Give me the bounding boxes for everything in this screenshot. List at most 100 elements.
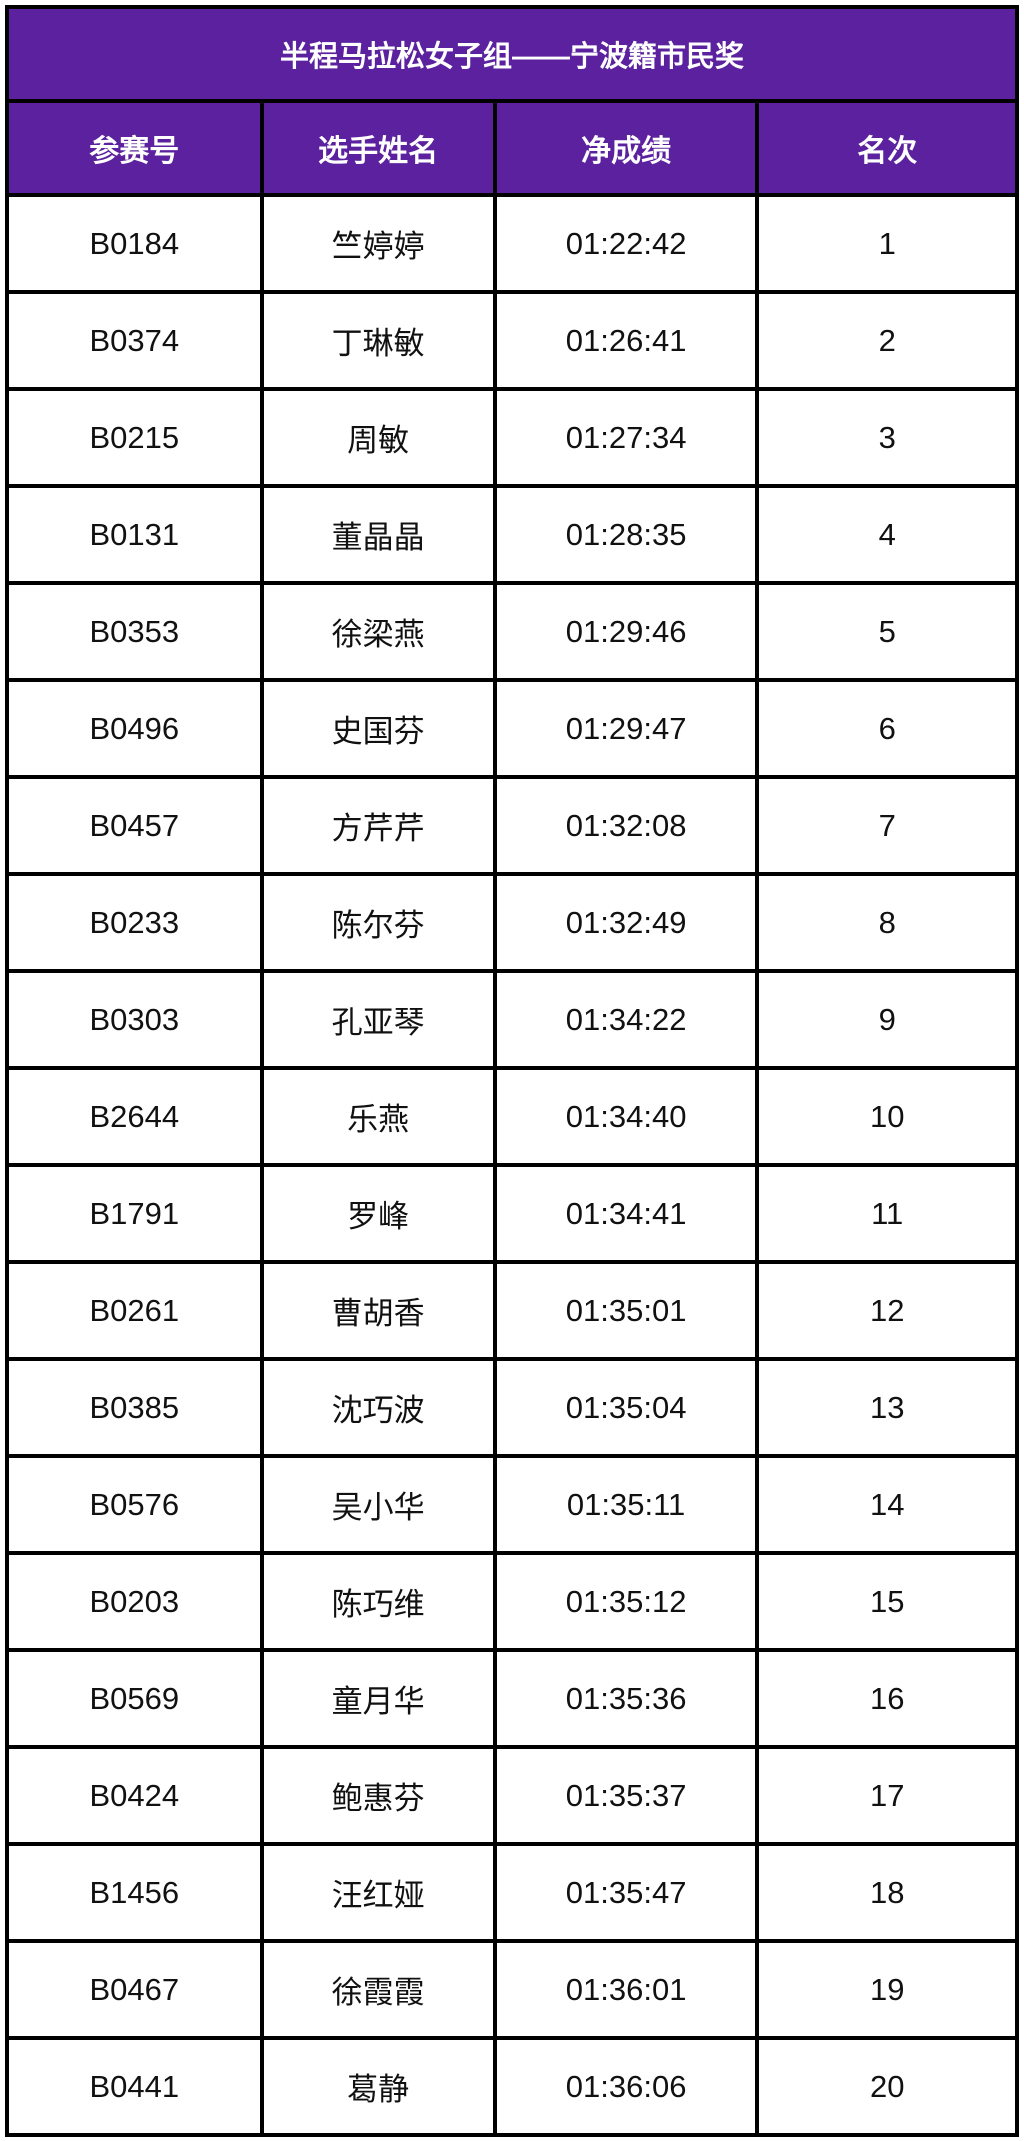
net-time-cell: 01:22:42: [492, 193, 760, 294]
name-cell: 童月华: [259, 1648, 497, 1749]
rank-cell: 3: [755, 387, 1019, 488]
table-row: B0496 史国芬 01:29:47 6: [5, 678, 1019, 779]
table-row: B2644 乐燕 01:34:40 10: [5, 1066, 1019, 1167]
bib-cell: B0233: [5, 872, 264, 973]
rank-cell: 18: [755, 1842, 1019, 1943]
rank-cell: 9: [755, 969, 1019, 1070]
bib-cell: B1791: [5, 1163, 264, 1264]
table-row: B0131 董晶晶 01:28:35 4: [5, 484, 1019, 585]
bib-cell: B0184: [5, 193, 264, 294]
title-row: 半程马拉松女子组——宁波籍市民奖: [5, 5, 1019, 103]
bib-cell: B0441: [5, 2036, 264, 2137]
bib-cell: B1456: [5, 1842, 264, 1943]
rank-cell: 7: [755, 775, 1019, 876]
name-cell: 鲍惠芬: [259, 1745, 497, 1846]
rank-cell: 20: [755, 2036, 1019, 2137]
table-row: B0215 周敏 01:27:34 3: [5, 387, 1019, 488]
net-time-cell: 01:34:22: [492, 969, 760, 1070]
net-time-cell: 01:36:06: [492, 2036, 760, 2137]
col-header-bib: 参赛号: [5, 99, 264, 197]
bib-cell: B0385: [5, 1357, 264, 1458]
rank-cell: 5: [755, 581, 1019, 682]
bib-cell: B0215: [5, 387, 264, 488]
bib-cell: B0457: [5, 775, 264, 876]
rank-cell: 15: [755, 1551, 1019, 1652]
net-time-cell: 01:35:36: [492, 1648, 760, 1749]
bib-cell: B0303: [5, 969, 264, 1070]
table-row: B1791 罗峰 01:34:41 11: [5, 1163, 1019, 1264]
net-time-cell: 01:32:08: [492, 775, 760, 876]
name-cell: 史国芬: [259, 678, 497, 779]
table-row: B0424 鲍惠芬 01:35:37 17: [5, 1745, 1019, 1846]
rank-cell: 13: [755, 1357, 1019, 1458]
net-time-cell: 01:35:12: [492, 1551, 760, 1652]
table-row: B0576 吴小华 01:35:11 14: [5, 1454, 1019, 1555]
name-cell: 葛静: [259, 2036, 497, 2137]
rank-cell: 11: [755, 1163, 1019, 1264]
table-row: B0233 陈尔芬 01:32:49 8: [5, 872, 1019, 973]
name-cell: 周敏: [259, 387, 497, 488]
bib-cell: B0467: [5, 1939, 264, 2040]
table-body: B0184 竺婷婷 01:22:42 1 B0374 丁琳敏 01:26:41 2 B0215 周…: [5, 193, 1019, 2137]
net-time-cell: 01:36:01: [492, 1939, 760, 2040]
table-row: B1456 汪红娅 01:35:47 18: [5, 1842, 1019, 1943]
net-time-cell: 01:34:41: [492, 1163, 760, 1264]
header-row: 参赛号 选手姓名 净成绩 名次: [5, 99, 1019, 197]
bib-cell: B0424: [5, 1745, 264, 1846]
bib-cell: B0261: [5, 1260, 264, 1361]
bib-cell: B2644: [5, 1066, 264, 1167]
name-cell: 曹胡香: [259, 1260, 497, 1361]
table-row: B0303 孔亚琴 01:34:22 9: [5, 969, 1019, 1070]
net-time-cell: 01:35:04: [492, 1357, 760, 1458]
rank-cell: 12: [755, 1260, 1019, 1361]
name-cell: 孔亚琴: [259, 969, 497, 1070]
net-time-cell: 01:35:37: [492, 1745, 760, 1846]
name-cell: 陈尔芬: [259, 872, 497, 973]
rank-cell: 8: [755, 872, 1019, 973]
net-time-cell: 01:34:40: [492, 1066, 760, 1167]
name-cell: 董晶晶: [259, 484, 497, 585]
name-cell: 丁琳敏: [259, 290, 497, 391]
net-time-cell: 01:29:47: [492, 678, 760, 779]
rank-cell: 19: [755, 1939, 1019, 2040]
rank-cell: 6: [755, 678, 1019, 779]
bib-cell: B0374: [5, 290, 264, 391]
name-cell: 乐燕: [259, 1066, 497, 1167]
table-row: B0203 陈巧维 01:35:12 15: [5, 1551, 1019, 1652]
table-row: B0457 方芹芹 01:32:08 7: [5, 775, 1019, 876]
table-row: B0374 丁琳敏 01:26:41 2: [5, 290, 1019, 391]
table-row: B0467 徐霞霞 01:36:01 19: [5, 1939, 1019, 2040]
name-cell: 吴小华: [259, 1454, 497, 1555]
table-row: B0441 葛静 01:36:06 20: [5, 2036, 1019, 2137]
name-cell: 汪红娅: [259, 1842, 497, 1943]
table-title: 半程马拉松女子组——宁波籍市民奖: [5, 5, 1019, 103]
col-header-rank: 名次: [755, 99, 1019, 197]
net-time-cell: 01:26:41: [492, 290, 760, 391]
table-row: B0353 徐梁燕 01:29:46 5: [5, 581, 1019, 682]
table-row: B0184 竺婷婷 01:22:42 1: [5, 193, 1019, 294]
net-time-cell: 01:27:34: [492, 387, 760, 488]
results-table: 半程马拉松女子组——宁波籍市民奖 参赛号 选手姓名 净成绩 名次 B0184 竺婷…: [5, 5, 1019, 2137]
net-time-cell: 01:35:47: [492, 1842, 760, 1943]
bib-cell: B0576: [5, 1454, 264, 1555]
rank-cell: 17: [755, 1745, 1019, 1846]
rank-cell: 1: [755, 193, 1019, 294]
net-time-cell: 01:35:11: [492, 1454, 760, 1555]
rank-cell: 4: [755, 484, 1019, 585]
bib-cell: B0353: [5, 581, 264, 682]
name-cell: 徐霞霞: [259, 1939, 497, 2040]
rank-cell: 10: [755, 1066, 1019, 1167]
table-row: B0385 沈巧波 01:35:04 13: [5, 1357, 1019, 1458]
name-cell: 陈巧维: [259, 1551, 497, 1652]
net-time-cell: 01:32:49: [492, 872, 760, 973]
col-header-name: 选手姓名: [259, 99, 497, 197]
bib-cell: B0203: [5, 1551, 264, 1652]
table-row: B0569 童月华 01:35:36 16: [5, 1648, 1019, 1749]
name-cell: 沈巧波: [259, 1357, 497, 1458]
net-time-cell: 01:35:01: [492, 1260, 760, 1361]
col-header-net-time: 净成绩: [492, 99, 760, 197]
name-cell: 罗峰: [259, 1163, 497, 1264]
table-row: B0261 曹胡香 01:35:01 12: [5, 1260, 1019, 1361]
name-cell: 竺婷婷: [259, 193, 497, 294]
